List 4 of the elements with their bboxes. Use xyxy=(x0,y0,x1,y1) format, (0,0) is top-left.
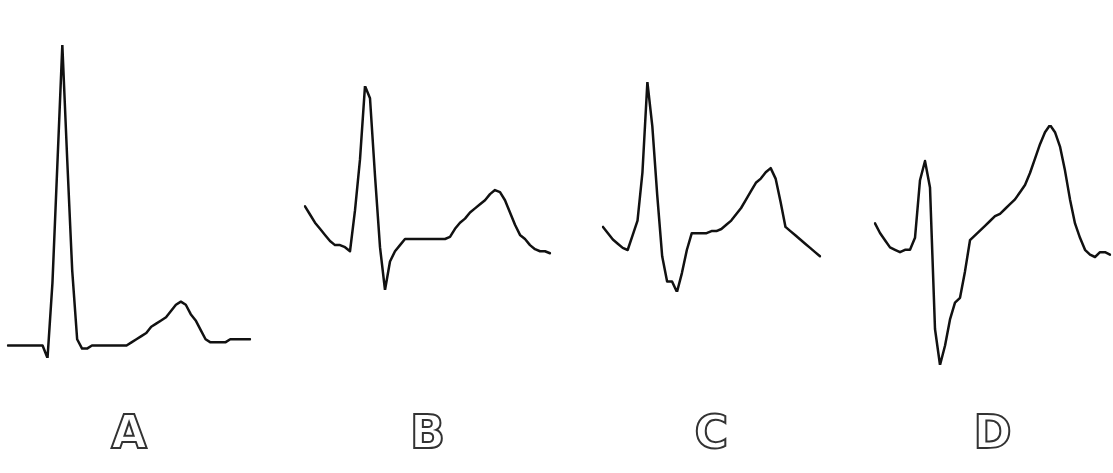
x-axis-title: C xyxy=(693,405,730,459)
x-axis-title: D xyxy=(972,405,1013,459)
x-axis-title: B xyxy=(408,405,447,459)
x-axis-title: A xyxy=(109,405,149,459)
